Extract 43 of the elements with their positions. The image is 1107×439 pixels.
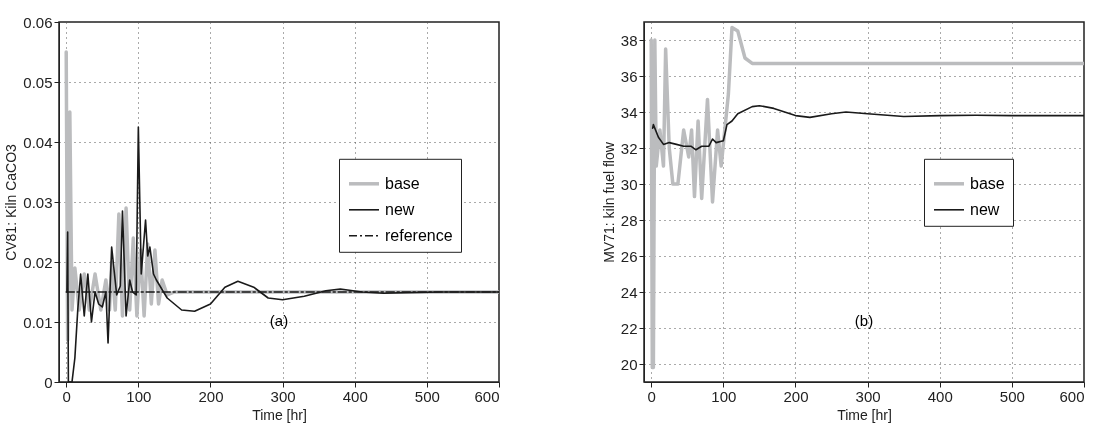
y-tick-label: 0.05 [23, 73, 53, 91]
x-tick-label: 100 [711, 387, 737, 405]
annotation: (b) [854, 311, 874, 329]
x-tick-label: 300 [270, 387, 296, 405]
y-tick-label: 30 [620, 175, 638, 193]
x-tick-label: 0 [62, 387, 71, 405]
x-tick-label: 0 [647, 387, 656, 405]
x-tick-label: 600 [1059, 387, 1085, 405]
x-tick-label: 100 [126, 387, 152, 405]
y-tick-label: 28 [620, 211, 638, 229]
x-tick-label: 400 [342, 387, 368, 405]
y-tick-label: 22 [620, 319, 638, 337]
y-tick-label: 36 [620, 67, 638, 85]
x-tick-label: 400 [927, 387, 953, 405]
x-axis-title: Time [hr] [252, 406, 307, 423]
y-tick-label: 0 [44, 373, 53, 391]
annotation: (a) [269, 311, 289, 329]
x-axis-title: Time [hr] [837, 406, 892, 423]
x-tick-label: 300 [855, 387, 881, 405]
y-tick-label: 24 [620, 283, 638, 301]
y-tick-label: 0.02 [23, 253, 53, 271]
x-tick-label: 200 [198, 387, 224, 405]
x-tick-label: 500 [414, 387, 440, 405]
y-tick-label: 0.04 [23, 133, 53, 151]
legend-label: reference [385, 226, 453, 244]
y-tick-label: 34 [620, 103, 638, 121]
legend-label: new [970, 200, 1000, 218]
legend-label: base [970, 174, 1005, 192]
y-tick-label: 32 [620, 139, 638, 157]
y-axis-title: CV81: Kiln CaCO3 [3, 143, 20, 261]
y-tick-label: 38 [620, 31, 638, 49]
y-tick-label: 0.03 [23, 193, 53, 211]
y-tick-label: 20 [620, 355, 638, 373]
y-tick-label: 26 [620, 247, 638, 265]
y-tick-label: 0.01 [23, 313, 53, 331]
x-tick-label: 600 [474, 387, 500, 405]
y-axis-title: MV71: kiln fuel flow [600, 141, 617, 263]
legend-label: new [385, 200, 415, 218]
legend-label: base [385, 174, 420, 192]
line-series [649, 25, 1084, 370]
x-tick-label: 500 [999, 387, 1025, 405]
y-tick-label: 0.06 [23, 13, 53, 31]
x-tick-label: 200 [783, 387, 809, 405]
